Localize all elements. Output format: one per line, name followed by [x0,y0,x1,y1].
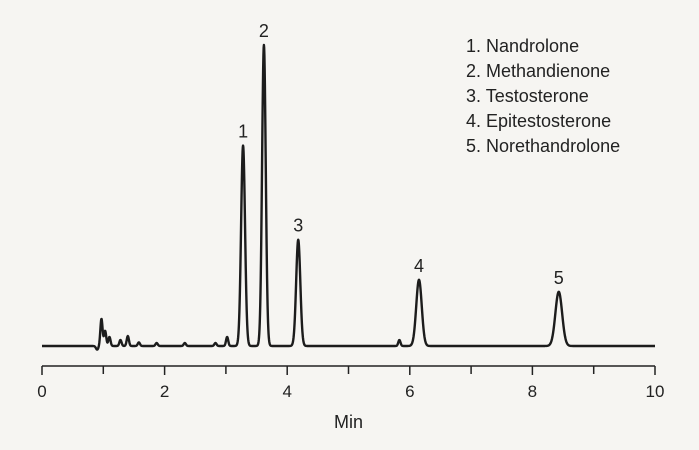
peak-label-1: 1 [238,122,248,142]
legend-item: 1. Nandrolone [466,36,579,56]
legend: 1. Nandrolone 2. Methandienone 3. Testoste… [466,36,620,156]
x-tick-label: 10 [646,382,665,401]
peak-label-2: 2 [259,21,269,41]
peak-label-3: 3 [293,216,303,236]
x-tick-label: 6 [405,382,414,401]
peak-label-4: 4 [414,256,424,276]
x-axis: 0 2 4 6 8 10 [37,365,665,401]
legend-item: 4. Epitestosterone [466,111,611,131]
x-tick-label: 0 [37,382,46,401]
peak-labels: 1 2 3 4 5 [238,21,564,288]
chromatogram-trace [41,43,656,351]
x-tick-label: 4 [282,382,291,401]
legend-item: 3. Testosterone [466,86,589,106]
legend-item: 2. Methandienone [466,61,610,81]
peak-label-5: 5 [554,268,564,288]
x-tick-label: 8 [528,382,537,401]
legend-item: 5. Norethandrolone [466,136,620,156]
trace-layer [41,43,656,351]
x-tick-label: 2 [160,382,169,401]
x-axis-title: Min [334,412,363,432]
